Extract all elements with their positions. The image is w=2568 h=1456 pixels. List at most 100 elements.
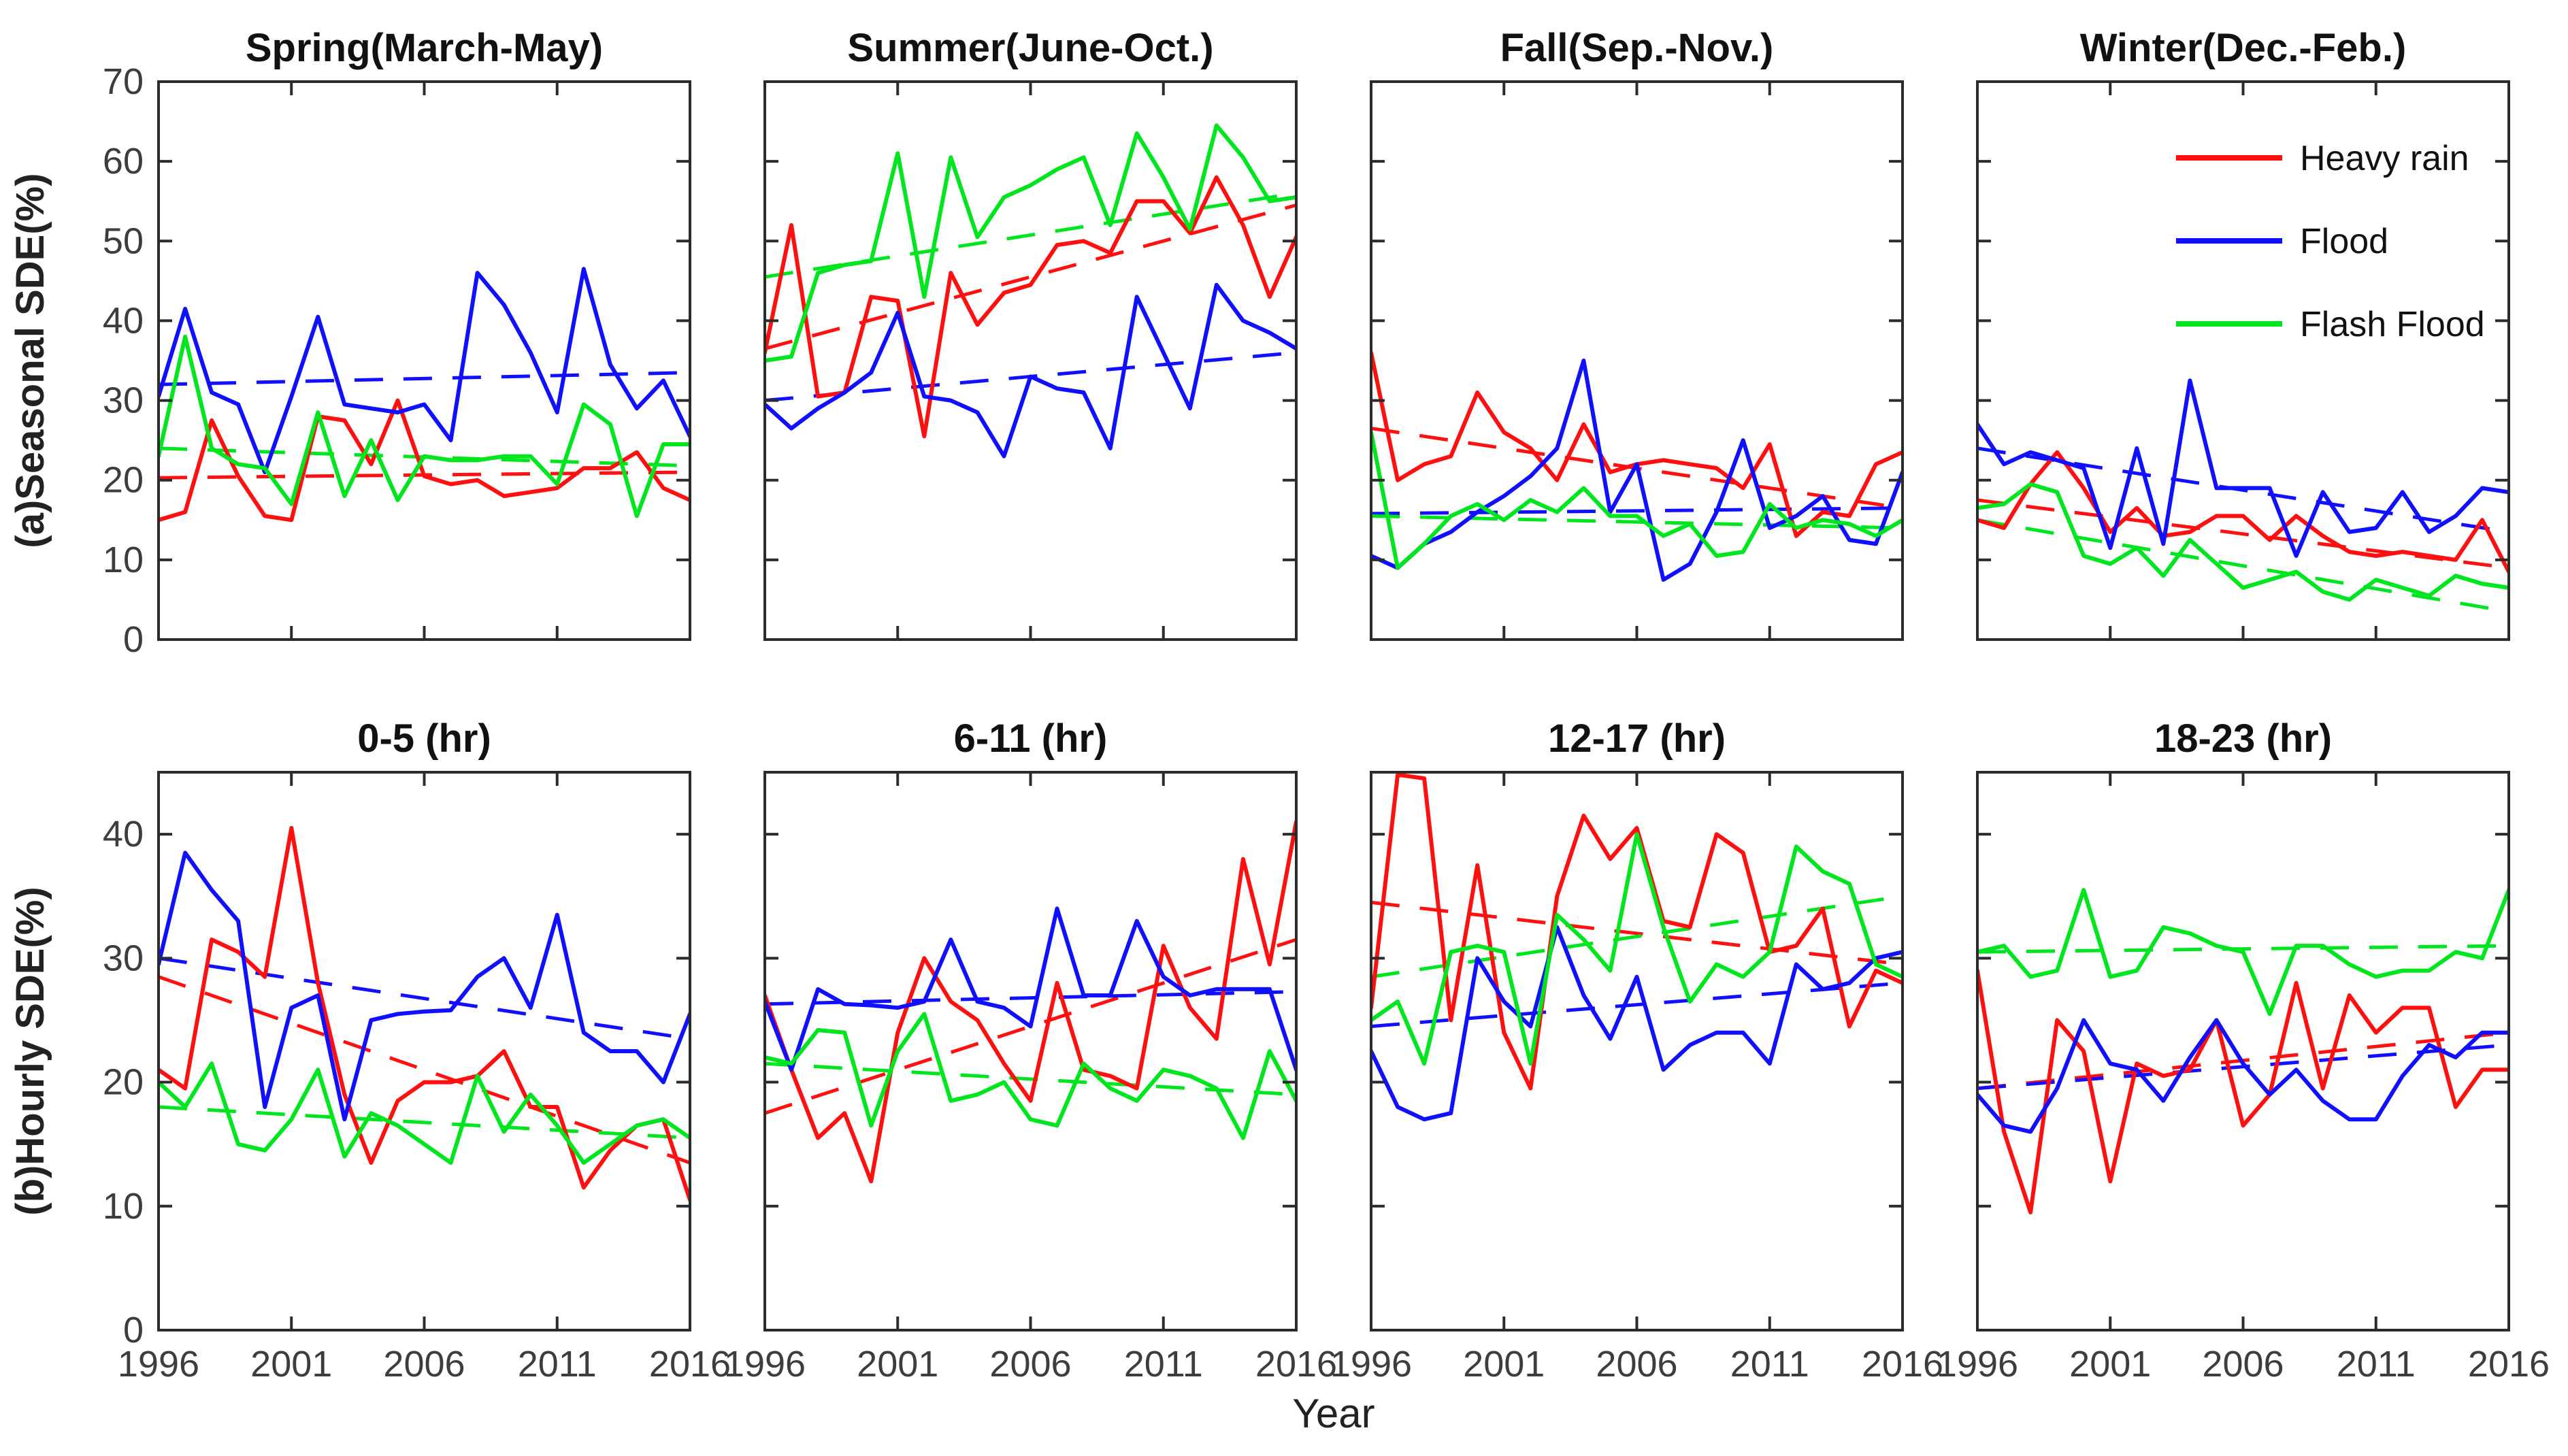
series-lines-group xyxy=(159,267,690,523)
y-tick-label: 0 xyxy=(123,1310,144,1351)
trend-line-flash-flood xyxy=(1977,518,2509,614)
trend-line-flood xyxy=(1371,506,1903,516)
series-line-heavy-rain xyxy=(159,826,690,1202)
x-tick-label: 2006 xyxy=(989,1344,1071,1385)
y-tick-label: 0 xyxy=(123,619,144,660)
x-tick-label: 2006 xyxy=(383,1344,465,1385)
legend: Heavy rain Flood Flash Flood xyxy=(2176,139,2485,344)
trend-lines-group xyxy=(1371,894,1903,1029)
series-line-flash-flood xyxy=(765,123,1296,363)
x-tick-label: 2011 xyxy=(1124,1344,1203,1385)
series-lines-group xyxy=(765,819,1296,1184)
subplot-6-11-hr-: 1996 2001 2006 2011 2016 6-11 (hr) xyxy=(724,716,1337,1385)
trend-line-flash-flood xyxy=(159,1105,690,1140)
subplot-fall-sep-nov-: Fall(Sep.-Nov.) xyxy=(1370,26,1904,641)
trend-line-flood xyxy=(1371,981,1903,1029)
series-line-flood xyxy=(159,850,690,1122)
subplot-winter-dec-feb-: Winter(Dec.-Feb.) Heavy rain Flood Flash Fl… xyxy=(1976,26,2510,641)
series-line-heavy-rain xyxy=(159,398,690,523)
x-tick-label: 1996 xyxy=(1330,1344,1412,1385)
series-line-flood xyxy=(1977,378,2509,558)
trend-line-flash-flood xyxy=(765,191,1296,279)
legend-label: Flood xyxy=(2300,222,2388,261)
trend-line-flash-flood xyxy=(1371,894,1903,979)
x-tick-label: 2016 xyxy=(2468,1344,2550,1385)
y-tick-label: 20 xyxy=(103,460,144,501)
series-lines-group xyxy=(765,123,1296,459)
subplot-title: 6-11 (hr) xyxy=(954,716,1108,761)
trend-line-heavy-rain xyxy=(765,203,1296,350)
x-tick-label: 2016 xyxy=(1255,1344,1337,1385)
x-tick-label: 2001 xyxy=(857,1344,938,1385)
subplot-title: 12-17 (hr) xyxy=(1548,716,1726,761)
subplot-title: Summer(June-Oct.) xyxy=(847,26,1213,70)
series-line-flash-flood xyxy=(159,334,690,518)
series-line-heavy-rain xyxy=(1371,772,1903,1091)
series-line-flood xyxy=(1977,1018,2509,1134)
subplot-spring-march-may-: 0 10 20 30 40 50 60 70 Spring(March-May) xyxy=(103,26,691,660)
x-tick-label: 2006 xyxy=(1596,1344,1677,1385)
y-tick-label: 10 xyxy=(103,540,144,580)
series-line-flash-flood xyxy=(765,1012,1296,1140)
trend-line-flash-flood xyxy=(1371,514,1903,530)
y-tick-label: 20 xyxy=(103,1062,144,1103)
y-tick-label: 30 xyxy=(103,938,144,978)
series-lines-group xyxy=(1371,350,1903,582)
y-tick-label: 40 xyxy=(103,300,144,341)
x-tick-label: 2011 xyxy=(518,1344,597,1385)
trend-line-heavy-rain xyxy=(1371,900,1903,966)
series-line-flood xyxy=(1371,359,1903,582)
y-tick-label: 50 xyxy=(103,220,144,261)
trend-line-flood xyxy=(765,990,1296,1006)
series-line-flash-flood xyxy=(1977,888,2509,1016)
y-tick-label: 30 xyxy=(103,380,144,421)
subplot-title: 18-23 (hr) xyxy=(2154,716,2332,761)
series-line-flood xyxy=(765,282,1296,459)
trend-line-heavy-rain xyxy=(765,938,1296,1115)
series-line-heavy-rain xyxy=(1977,968,2509,1214)
subplot-title: Spring(March-May) xyxy=(246,26,603,70)
y-tick-label: 40 xyxy=(103,814,144,855)
x-tick-label: 2001 xyxy=(1463,1344,1545,1385)
trend-lines-group xyxy=(765,938,1296,1115)
series-line-flash-flood xyxy=(1371,430,1903,570)
y-tick-label: 10 xyxy=(103,1186,144,1227)
series-lines-group xyxy=(1977,888,2509,1214)
trend-line-flood xyxy=(159,371,690,386)
subplot-12-17-hr-: 1996 2001 2006 2011 2016 12-17 (hr) xyxy=(1330,716,1943,1385)
series-line-flash-flood xyxy=(1371,832,1903,1066)
x-tick-label: 2001 xyxy=(2069,1344,2151,1385)
series-line-flood xyxy=(765,906,1296,1072)
subplot-title: Winter(Dec.-Feb.) xyxy=(2080,26,2407,70)
x-tick-label: 1996 xyxy=(118,1344,199,1385)
legend-label: Flash Flood xyxy=(2300,305,2485,344)
series-line-flash-flood xyxy=(1977,482,2509,602)
x-tick-label: 2006 xyxy=(2202,1344,2284,1385)
trend-line-flash-flood xyxy=(765,1061,1296,1097)
subplot-0-5-hr-: 1996 2001 2006 2011 2016 0 10 20 30 40 0-5 (hr) xyxy=(103,716,731,1385)
x-tick-label: 1996 xyxy=(1937,1344,2018,1385)
trend-line-flood xyxy=(159,956,690,1041)
row-axis-label: (a)Seasonal SDE(%) xyxy=(8,173,52,548)
subplot-title: 0-5 (hr) xyxy=(357,716,491,761)
series-line-flash-flood xyxy=(159,1061,690,1165)
x-tick-label: 2011 xyxy=(2337,1344,2416,1385)
x-axis-label: Year xyxy=(1292,1391,1374,1436)
trend-line-flash-flood xyxy=(1977,944,2509,954)
x-tick-label: 2016 xyxy=(649,1344,731,1385)
x-tick-label: 2016 xyxy=(1862,1344,1943,1385)
row-axis-label: (b)Hourly SDE(%) xyxy=(8,887,52,1215)
x-tick-label: 2011 xyxy=(1730,1344,1809,1385)
series-line-heavy-rain xyxy=(765,819,1296,1184)
subplot-summer-june-oct-: Summer(June-Oct.) xyxy=(763,26,1298,641)
series-lines-group xyxy=(1371,772,1903,1122)
series-line-flood xyxy=(159,267,690,474)
x-tick-label: 2001 xyxy=(250,1344,332,1385)
series-line-heavy-rain xyxy=(765,175,1296,439)
legend-label: Heavy rain xyxy=(2300,139,2469,178)
series-lines-group xyxy=(159,826,690,1202)
series-lines-group xyxy=(1977,378,2509,602)
series-line-flood xyxy=(1371,925,1903,1122)
